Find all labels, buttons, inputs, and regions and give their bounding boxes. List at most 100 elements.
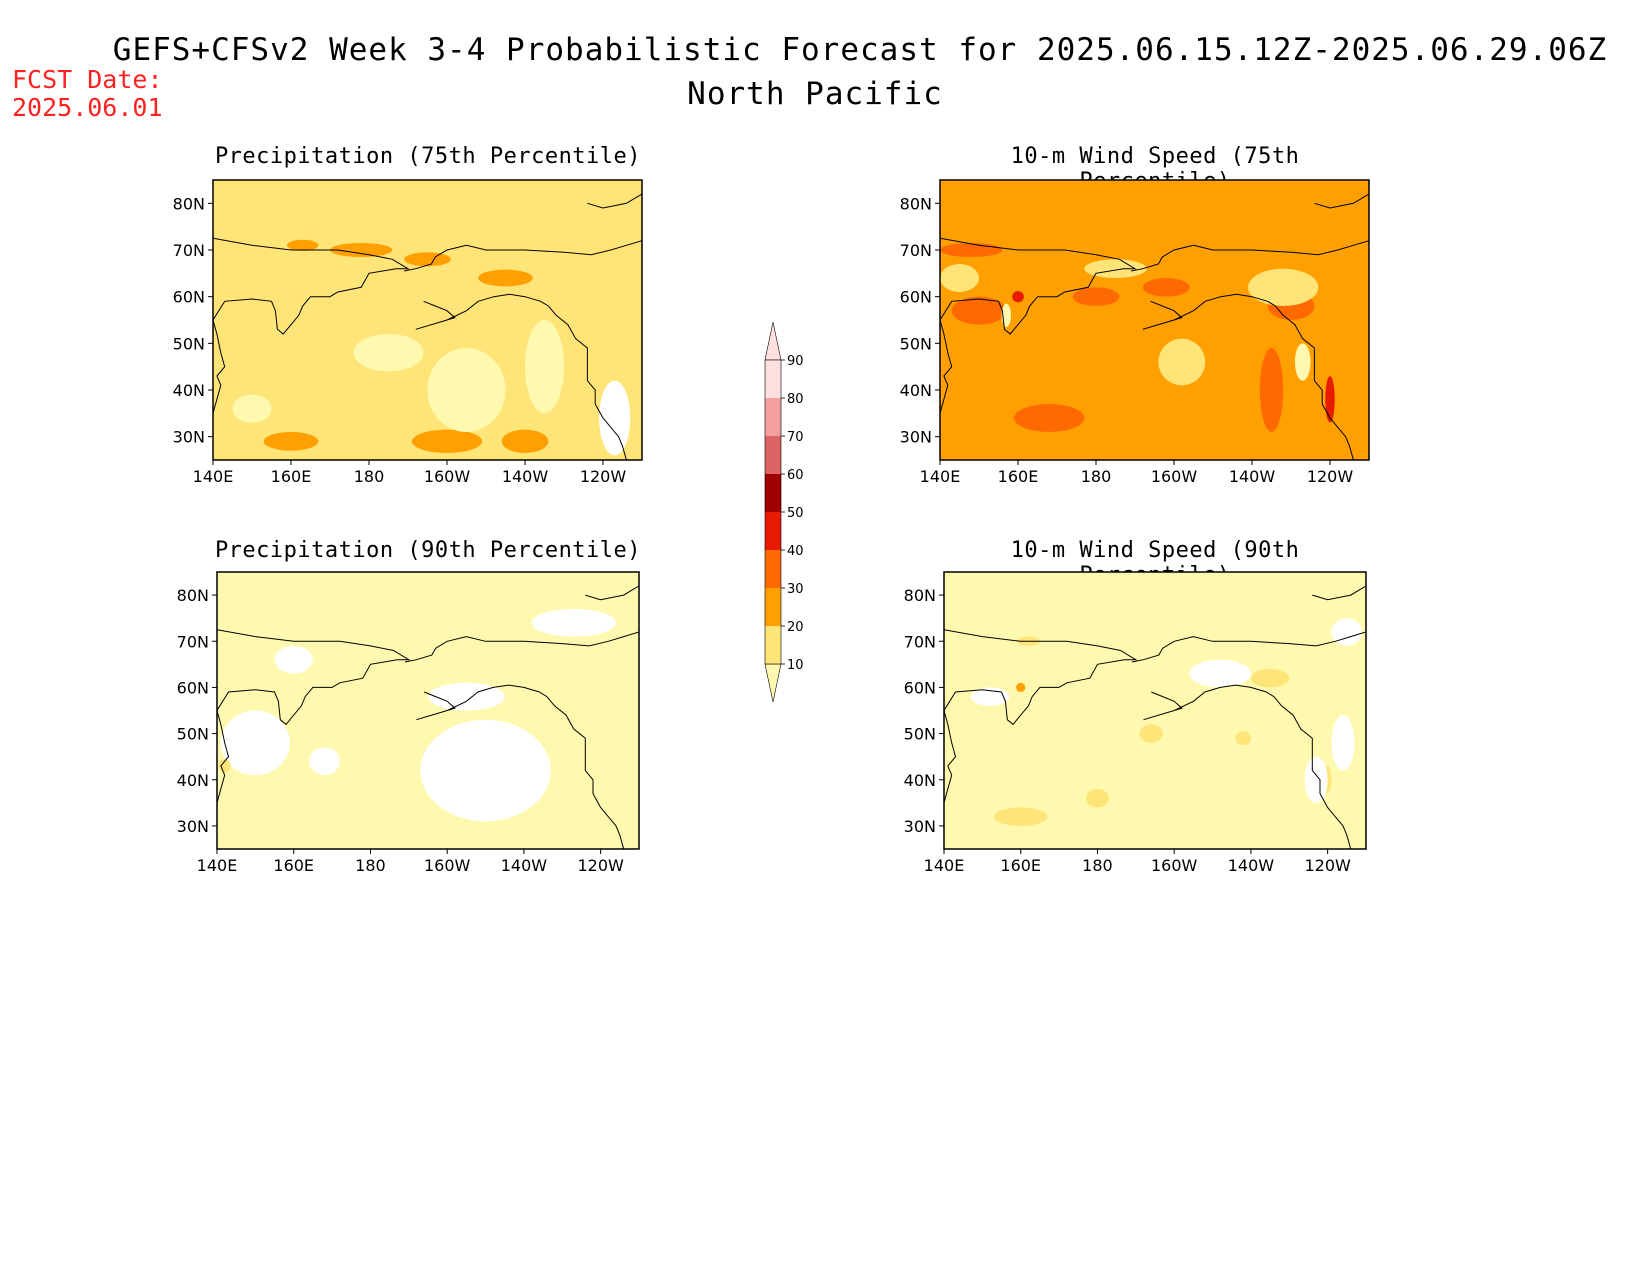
coastline-asia (944, 629, 1138, 803)
colorbar-swatch (765, 436, 781, 474)
lat-tick-label: 60N (900, 288, 932, 307)
probability-contour-region (1072, 287, 1120, 306)
lon-tick-label: 120W (580, 467, 627, 486)
lat-tick-label: 40N (177, 771, 209, 790)
coastline-america (404, 631, 639, 663)
lat-tick-label: 30N (173, 428, 205, 447)
probability-contour-region (478, 269, 533, 287)
probability-contour-region (309, 747, 340, 776)
map-panel-wind90: 140E 160E 180 160W 140W 120W 30N 40N 50N 60N 70N 80… (904, 571, 1367, 875)
probability-contour-region (1084, 259, 1147, 278)
probability-contour-region (1016, 682, 1026, 693)
lat-tick-label: 50N (177, 725, 209, 744)
map-panel-precip90: 140E 160E 180 160W 140W 120W 30N 40N 50N 60N 70N 80… (177, 571, 640, 875)
lat-tick-label: 60N (177, 678, 209, 697)
lon-tick-label: 120W (1304, 856, 1351, 875)
lon-tick-label: 160W (1151, 467, 1198, 486)
coastline-alaska_south (1142, 293, 1354, 460)
lat-tick-label: 80N (900, 194, 932, 213)
colorbar-swatch (765, 626, 781, 664)
probability-contour-region (1304, 756, 1328, 803)
lat-tick-label: 30N (900, 428, 932, 447)
probability-contour-region (420, 719, 551, 822)
colorbar-label: 40 (787, 544, 804, 559)
probability-contour-region (411, 429, 483, 454)
probability-contour-region (525, 320, 564, 414)
coastline-greenland (585, 585, 639, 601)
probability-contour-region (1142, 278, 1190, 297)
lat-tick-label: 40N (900, 381, 932, 400)
lat-tick-label: 80N (904, 586, 936, 605)
coastline-alaska_south (1143, 684, 1352, 849)
colorbar-upper-end (764, 321, 782, 361)
page-subtitle: North Pacific (687, 76, 943, 112)
probability-contour-region (599, 380, 631, 456)
page-title: GEFS+CFSv2 Week 3-4 Probabilistic Foreca… (112, 32, 1608, 68)
lat-tick-label: 60N (904, 678, 936, 697)
probability-contour-region (427, 348, 506, 432)
probability-contour-region (1085, 788, 1109, 808)
probability-contour-region (1325, 376, 1335, 423)
lon-tick-label: 120W (1307, 467, 1354, 486)
colorbar-label: 30 (787, 582, 804, 597)
probability-contour-region (353, 334, 424, 372)
colorbar-label: 70 (787, 430, 804, 445)
probability-contour-region (220, 710, 290, 776)
probability-contour-region (993, 807, 1048, 826)
lon-tick-label: 180 (354, 467, 385, 486)
map-panel-wind75: 140E 160E 180 160W 140W 120W 30N 40N 50N 60N 70N 80… (900, 179, 1370, 486)
probability-contour-region (1139, 724, 1163, 743)
lon-tick-label: 140E (197, 856, 238, 875)
lon-tick-label: 180 (1082, 856, 1113, 875)
lat-tick-label: 40N (904, 771, 936, 790)
lat-tick-label: 40N (173, 381, 205, 400)
lon-tick-label: 160E (998, 467, 1039, 486)
lon-tick-label: 160E (1000, 856, 1041, 875)
lat-tick-label: 30N (904, 817, 936, 836)
colorbar-swatch (765, 474, 781, 512)
colorbar-label: 20 (787, 620, 804, 635)
lat-tick-label: 50N (173, 334, 205, 353)
lat-tick-label: 70N (904, 632, 936, 651)
colorbar-swatch (765, 588, 781, 626)
coastline-america (404, 240, 642, 272)
lon-tick-label: 140W (1229, 467, 1276, 486)
lat-tick-label: 80N (177, 586, 209, 605)
probability-contour-region (263, 432, 319, 451)
coastline-asia (940, 237, 1137, 414)
probability-contour-region (1158, 338, 1206, 386)
lon-tick-label: 160E (271, 467, 312, 486)
colorbar-outline (764, 359, 782, 665)
probability-contour-region (274, 645, 313, 674)
lat-tick-label: 50N (904, 725, 936, 744)
lon-tick-label: 140E (920, 467, 961, 486)
colorbar-label: 90 (787, 354, 804, 369)
lon-tick-label: 140W (501, 856, 548, 875)
panel-background-fill (944, 572, 1366, 849)
lat-tick-label: 80N (173, 194, 205, 213)
colorbar-label: 80 (787, 392, 804, 407)
coastline-alaska_south (415, 293, 627, 460)
probability-contour-region (1259, 348, 1284, 432)
coastline-greenland (1312, 585, 1366, 601)
coastline-america (1131, 631, 1366, 663)
probability-contour-region (531, 608, 616, 637)
lon-tick-label: 140W (502, 467, 549, 486)
probability-contour-region (1014, 404, 1085, 432)
map-panel-precip75: 140E 160E 180 160W 140W 120W 30N 40N 50N 60N 70N 80… (173, 179, 643, 486)
lon-tick-label: 140W (1228, 856, 1275, 875)
lat-tick-label: 70N (173, 241, 205, 260)
fcst-date: 2025.06.01 (12, 93, 163, 122)
panel-background-fill (213, 180, 642, 460)
lat-tick-label: 70N (177, 632, 209, 651)
lon-tick-label: 160W (1151, 856, 1198, 875)
panel-title-precip-75: Precipitation (75th Percentile) (214, 144, 642, 169)
coastline-asia (213, 237, 410, 414)
map-frame (943, 571, 1367, 850)
colorbar-label: 50 (787, 506, 804, 521)
colorbar-label: 60 (787, 468, 804, 483)
colorbar-swatch (765, 360, 781, 398)
lat-tick-label: 30N (177, 817, 209, 836)
lon-tick-label: 140E (924, 856, 965, 875)
